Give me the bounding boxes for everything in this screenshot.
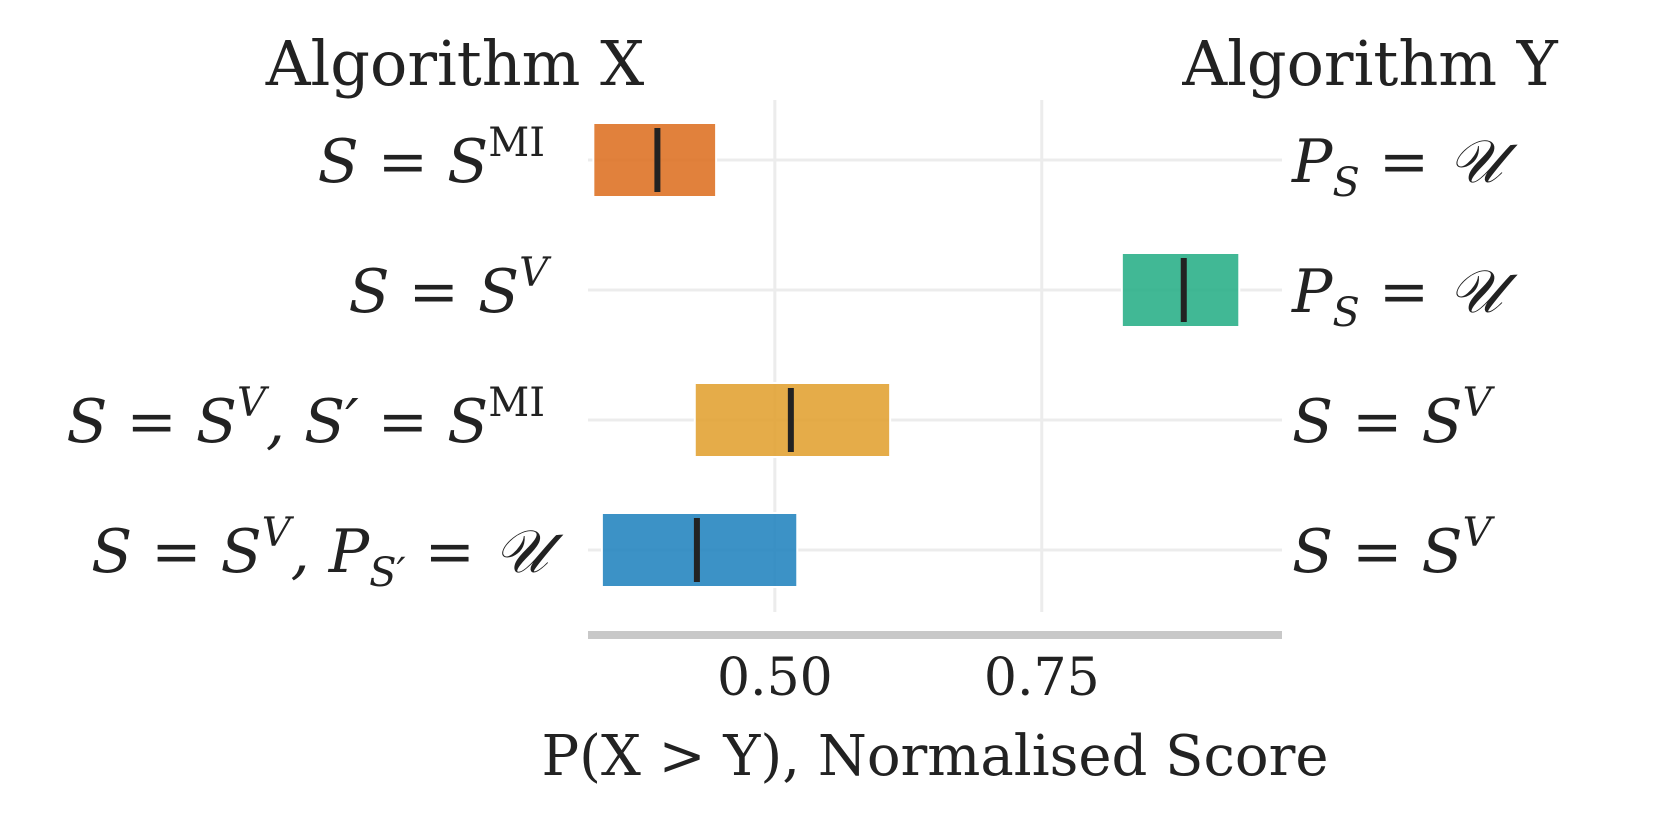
algorithm-y-label: PS = 𝒰 (1291, 127, 1518, 206)
algorithm-x-label: S = SMI (318, 120, 545, 197)
algorithm-x-label: S = SV (348, 250, 552, 327)
x-tick-label: 0.50 (717, 648, 833, 708)
x-axis-label: P(X > Y), Normalised Score (541, 724, 1328, 789)
algorithm-y-label: PS = 𝒰 (1291, 257, 1518, 336)
x-tick-label: 0.75 (984, 648, 1100, 708)
algorithm-x-label: S = SV, PS′ = 𝒰 (91, 510, 564, 596)
algorithm-y-label: S = SV (1292, 510, 1496, 587)
x-ticks: 0.50 0.75 (717, 648, 1100, 708)
right-header: Algorithm Y (1181, 27, 1558, 100)
algorithm-y-labels: PS = 𝒰 PS = 𝒰 S = SV S = SV (1291, 127, 1518, 587)
interval-bar (1120, 252, 1241, 328)
algorithm-x-label: S = SV, S′ = SMI (66, 380, 545, 457)
algorithm-x-labels: S = SMI S = SV S = SV, S′ = SMI S = SV, … (66, 120, 564, 596)
interval-bars (592, 122, 1241, 588)
left-header: Algorithm X (265, 27, 645, 100)
algorithm-y-label: S = SV (1292, 380, 1496, 457)
